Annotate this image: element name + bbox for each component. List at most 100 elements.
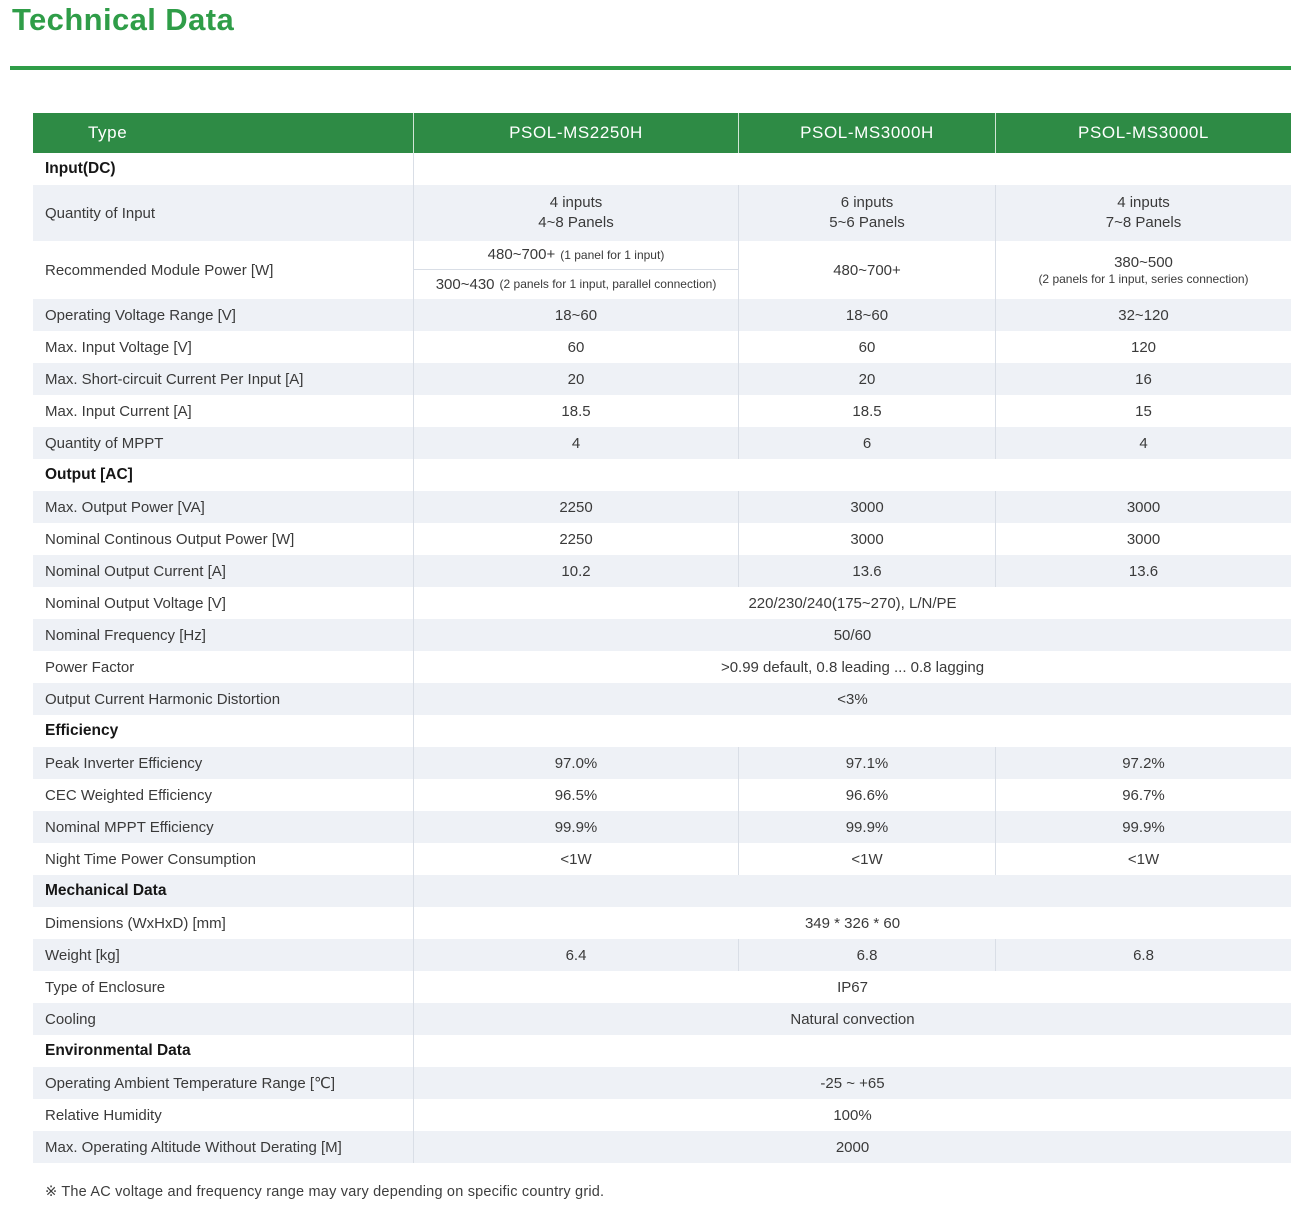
header-cell-model-1: PSOL-MS2250H <box>413 113 738 153</box>
row-value: 96.5% <box>413 779 738 811</box>
section-row: Output [AC] <box>33 459 1291 491</box>
value-main: 300~430 <box>435 275 495 293</box>
row-label: Nominal Continous Output Power [W] <box>45 530 295 548</box>
row-value: 6 <box>738 427 995 459</box>
row-value: 99.9% <box>738 811 995 843</box>
table-row: Power Factor >0.99 default, 0.8 leading .… <box>33 651 1291 683</box>
table-row: Nominal MPPT Efficiency 99.9% 99.9% 99.9% <box>33 811 1291 843</box>
row-value: 13.6 <box>738 555 995 587</box>
table-row: CEC Weighted Efficiency 96.5% 96.6% 96.7% <box>33 779 1291 811</box>
table-row: Relative Humidity 100% <box>33 1099 1291 1131</box>
table-row: Max. Output Power [VA] 2250 3000 3000 <box>33 491 1291 523</box>
row-label: Max. Input Voltage [V] <box>45 338 192 356</box>
row-value: 120 <box>995 331 1291 363</box>
table-row: Nominal Output Voltage [V] 220/230/240(17… <box>33 587 1291 619</box>
section-row: Input(DC) <box>33 153 1291 185</box>
row-value: 18~60 <box>738 299 995 331</box>
section-spacer <box>413 875 1291 907</box>
row-value: 15 <box>995 395 1291 427</box>
section-spacer <box>413 715 1291 747</box>
value-line: 4~8 Panels <box>538 214 614 231</box>
row-label: Quantity of MPPT <box>45 434 164 452</box>
row-value: 4 inputs 7~8 Panels <box>995 185 1291 241</box>
row-value: <1W <box>995 843 1291 875</box>
row-value: 97.0% <box>413 747 738 779</box>
row-label: Relative Humidity <box>45 1106 162 1124</box>
spec-table: Type PSOL-MS2250H PSOL-MS3000H PSOL-MS30… <box>33 113 1291 1163</box>
module-power-subrow: 480~700+ (1 panel for 1 input) <box>414 241 738 270</box>
row-value: 4 <box>995 427 1291 459</box>
row-value: 10.2 <box>413 555 738 587</box>
value-line: 6 inputs <box>840 194 894 211</box>
table-row: Quantity of MPPT 4 6 4 <box>33 427 1291 459</box>
table-row: Max. Short-circuit Current Per Input [A]… <box>33 363 1291 395</box>
row-label: Peak Inverter Efficiency <box>45 754 203 772</box>
row-label: Night Time Power Consumption <box>45 850 256 868</box>
row-value: 18.5 <box>738 395 995 427</box>
row-value: 97.2% <box>995 747 1291 779</box>
header-cell-model-3: PSOL-MS3000L <box>995 113 1291 153</box>
row-value: 480~700+ (1 panel for 1 input) 300~430 (2 p… <box>413 241 738 299</box>
row-label: Output [AC] <box>45 466 133 483</box>
row-value: 4 <box>413 427 738 459</box>
row-value: 18~60 <box>413 299 738 331</box>
value-line: 5~6 Panels <box>829 214 905 231</box>
row-value: 6.8 <box>995 939 1291 971</box>
value-main: 480~700+ <box>487 246 556 263</box>
row-value: 96.7% <box>995 779 1291 811</box>
row-value-span: 50/60 <box>413 619 1291 651</box>
row-value: 20 <box>413 363 738 395</box>
row-value-span: 220/230/240(175~270), L/N/PE <box>413 587 1291 619</box>
table-row: Recommended Module Power [W] 480~700+ (1 p… <box>33 241 1291 299</box>
table-row: Night Time Power Consumption <1W <1W <1W <box>33 843 1291 875</box>
section-spacer <box>413 153 1291 185</box>
row-label: CEC Weighted Efficiency <box>45 786 213 804</box>
row-value: 3000 <box>738 491 995 523</box>
row-value: 60 <box>738 331 995 363</box>
row-label: Efficiency <box>45 722 119 739</box>
section-row: Efficiency <box>33 715 1291 747</box>
row-value: 6.8 <box>738 939 995 971</box>
page-title: Technical Data <box>12 2 235 37</box>
row-label: Recommended Module Power [W] <box>45 261 274 279</box>
row-label: Input(DC) <box>45 160 116 177</box>
row-value: 3000 <box>995 491 1291 523</box>
row-value: 60 <box>413 331 738 363</box>
row-value: 3000 <box>738 523 995 555</box>
section-row: Mechanical Data <box>33 875 1291 907</box>
row-label: Environmental Data <box>45 1042 191 1059</box>
row-value-span: 100% <box>413 1099 1291 1131</box>
value-main: 380~500 <box>1114 253 1173 271</box>
row-value: 6.4 <box>413 939 738 971</box>
row-value-span: Natural convection <box>413 1003 1291 1035</box>
table-row: Max. Operating Altitude Without Derating… <box>33 1131 1291 1163</box>
row-label: Max. Input Current [A] <box>45 402 192 420</box>
section-row: Environmental Data <box>33 1035 1291 1067</box>
row-value-span: 2000 <box>413 1131 1291 1163</box>
footnote: ※ The AC voltage and frequency range may… <box>45 1184 605 1200</box>
table-row: Max. Input Current [A] 18.5 18.5 15 <box>33 395 1291 427</box>
row-value: 2250 <box>413 523 738 555</box>
row-label: Max. Short-circuit Current Per Input [A] <box>45 370 304 388</box>
row-value: 6 inputs 5~6 Panels <box>738 185 995 241</box>
row-value: 4 inputs 4~8 Panels <box>413 185 738 241</box>
row-label: Cooling <box>45 1010 96 1028</box>
row-value-span: 349 * 326 * 60 <box>413 907 1291 939</box>
row-label: Type of Enclosure <box>45 978 166 996</box>
table-row: Nominal Continous Output Power [W] 2250 30… <box>33 523 1291 555</box>
section-spacer <box>413 1035 1291 1067</box>
row-label: Nominal Frequency [Hz] <box>45 626 206 644</box>
row-label: Dimensions (WxHxD) [mm] <box>45 914 226 932</box>
row-value: <1W <box>738 843 995 875</box>
row-value: 18.5 <box>413 395 738 427</box>
row-label: Output Current Harmonic Distortion <box>45 690 281 708</box>
value-line: 4 inputs <box>1117 194 1170 211</box>
value-note: (2 panels for 1 input, parallel connecti… <box>499 277 717 291</box>
row-label: Power Factor <box>45 658 135 676</box>
row-label: Nominal MPPT Efficiency <box>45 818 214 836</box>
table-row: Nominal Frequency [Hz] 50/60 <box>33 619 1291 651</box>
row-label: Quantity of Input <box>45 204 156 222</box>
value-line: 7~8 Panels <box>1105 214 1182 231</box>
row-label: Max. Output Power [VA] <box>45 498 205 516</box>
